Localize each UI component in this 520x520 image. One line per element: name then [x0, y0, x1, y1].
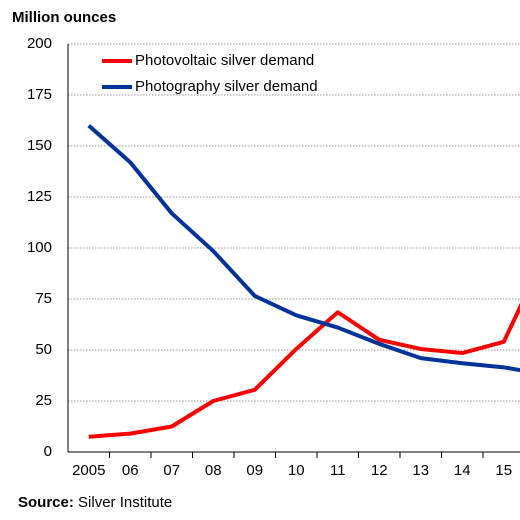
series-line: [87, 124, 520, 373]
legend-label: Photography silver demand: [135, 78, 318, 95]
x-tick-label: 15: [495, 462, 512, 479]
x-tick-label: 11: [330, 462, 346, 479]
x-tick-label: 06: [122, 462, 139, 479]
y-tick-label: 100: [27, 239, 52, 256]
x-tick-label: 12: [371, 462, 388, 479]
y-tick-label: 25: [35, 392, 52, 409]
x-tick-label: 14: [454, 462, 471, 479]
x-tick-label: 09: [246, 462, 263, 479]
chart-title: Million ounces: [12, 9, 116, 26]
source-note: Source: Silver Institute: [18, 494, 172, 511]
y-tick-label: 75: [35, 290, 52, 307]
y-tick-label: 0: [44, 443, 52, 460]
y-tick-label: 125: [27, 188, 52, 205]
x-tick-label: 13: [412, 462, 429, 479]
plot-area: [87, 124, 520, 439]
y-tick-label: 200: [27, 35, 52, 52]
y-tick-label: 50: [35, 341, 52, 358]
legend-label: Photovoltaic silver demand: [135, 52, 314, 69]
x-tick-label: 10: [288, 462, 305, 479]
y-tick-label: 175: [27, 86, 52, 103]
x-tick-label: 08: [205, 462, 222, 479]
series-line: [88, 302, 520, 439]
source-label: Source:: [18, 494, 74, 511]
x-tick-label: 07: [163, 462, 180, 479]
y-tick-label: 150: [27, 137, 52, 154]
source: Silver Institute: [78, 494, 172, 511]
x-tick-label: 2005: [72, 462, 105, 479]
